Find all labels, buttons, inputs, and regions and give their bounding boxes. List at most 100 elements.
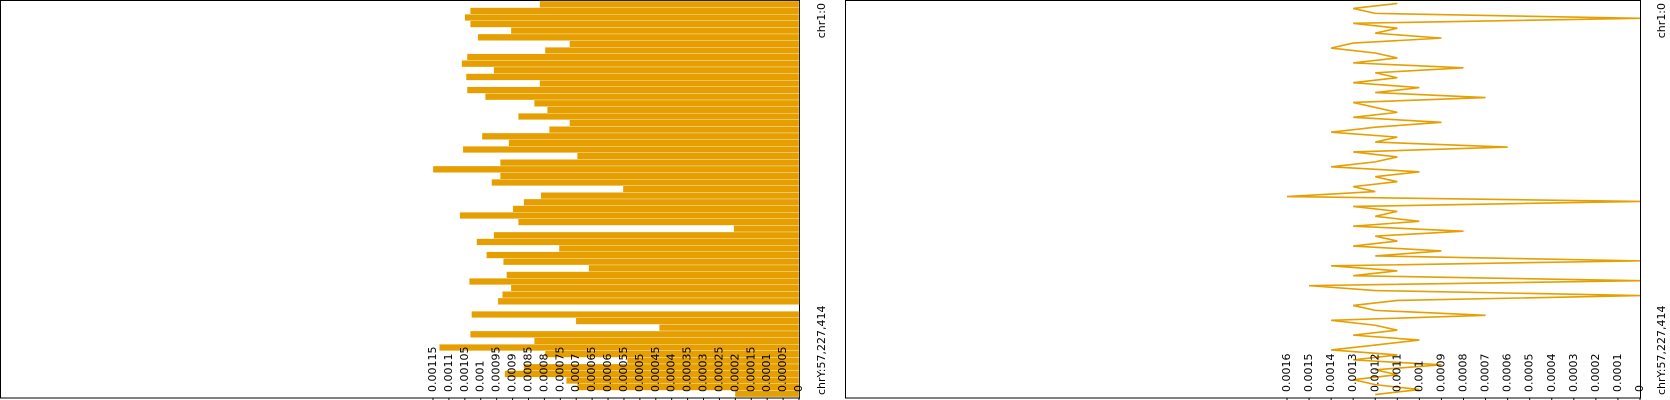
x-tick-label: 0.0004 bbox=[1545, 354, 1558, 393]
bar bbox=[486, 251, 800, 259]
x-tick-label: 0.0002 bbox=[1589, 354, 1602, 393]
x-tick-label: 0.0003 bbox=[697, 354, 710, 393]
category-label: chrY:57,227,414 bbox=[1655, 306, 1668, 396]
bar bbox=[470, 20, 800, 28]
x-tick-label: 0.00015 bbox=[744, 347, 757, 393]
x-tick-label: 0.001 bbox=[1412, 361, 1425, 393]
bar bbox=[461, 60, 800, 68]
x-tick-label: 0.0006 bbox=[1501, 354, 1514, 393]
bar bbox=[502, 291, 800, 299]
bar bbox=[491, 179, 800, 186]
x-tick-label: 0.0008 bbox=[1457, 354, 1470, 393]
bar bbox=[558, 245, 800, 252]
x-tick-label: 0.00055 bbox=[617, 347, 630, 393]
x-tick-label: 0.00065 bbox=[585, 347, 598, 393]
bar bbox=[539, 80, 800, 87]
bar bbox=[659, 324, 800, 332]
bar bbox=[464, 14, 800, 21]
bar bbox=[569, 40, 800, 48]
bar bbox=[577, 152, 800, 160]
bar bbox=[466, 53, 800, 61]
x-tick-label: 0.001 bbox=[474, 361, 487, 393]
x-tick-label: 0.0011 bbox=[442, 354, 455, 393]
bar bbox=[518, 113, 800, 120]
category-label: chr1:0 bbox=[815, 3, 828, 38]
bar bbox=[534, 337, 800, 345]
bar bbox=[547, 106, 800, 114]
x-tick-label: 0.00045 bbox=[649, 347, 662, 393]
x-tick-label: 0 bbox=[792, 385, 805, 392]
bar bbox=[523, 198, 800, 206]
x-tick-label: 0.0014 bbox=[1324, 354, 1337, 393]
x-tick-label: 0.0016 bbox=[1280, 354, 1293, 393]
x-tick-label: 0.0007 bbox=[569, 354, 582, 393]
panel-frame bbox=[0, 0, 800, 399]
bar bbox=[500, 172, 800, 180]
line bbox=[1286, 2, 1641, 396]
bar bbox=[575, 317, 800, 325]
bar bbox=[469, 278, 800, 285]
x-tick-label: 0.0001 bbox=[760, 354, 773, 393]
bar bbox=[470, 330, 800, 338]
bar bbox=[466, 86, 800, 94]
bar bbox=[734, 390, 800, 398]
x-tick-label: 0.0009 bbox=[1434, 354, 1447, 393]
bar bbox=[508, 139, 800, 147]
x-tick-label: 0.00025 bbox=[712, 347, 725, 393]
x-tick-label: 0.0008 bbox=[537, 354, 550, 393]
category-label: chr1:0 bbox=[1655, 3, 1668, 38]
bar bbox=[534, 99, 800, 107]
bar bbox=[588, 264, 800, 272]
bar bbox=[477, 33, 800, 41]
bar bbox=[462, 146, 800, 153]
bar bbox=[493, 231, 800, 239]
bar bbox=[497, 297, 800, 305]
x-tick-label: 0.00105 bbox=[458, 347, 471, 393]
x-tick-label: 0.0013 bbox=[1346, 354, 1359, 393]
x-tick-label: 0.00005 bbox=[776, 347, 789, 393]
bar bbox=[510, 27, 800, 35]
bar bbox=[493, 66, 800, 74]
bar bbox=[622, 185, 800, 193]
x-tick-label: 0.0001 bbox=[1611, 354, 1624, 393]
bar bbox=[549, 126, 800, 134]
x-tick-label: 0.0012 bbox=[1368, 354, 1381, 393]
category-label: chrY:57,227,414 bbox=[815, 306, 828, 396]
bar bbox=[500, 159, 800, 167]
x-tick-label: 0.0005 bbox=[1523, 354, 1536, 393]
x-tick-label: 0.0009 bbox=[506, 354, 519, 393]
bar bbox=[544, 47, 800, 54]
x-tick-label: 0.0007 bbox=[1479, 354, 1492, 393]
x-tick-label: 0.00075 bbox=[553, 347, 566, 393]
bar bbox=[485, 93, 800, 101]
bar bbox=[510, 284, 800, 292]
panel-frame bbox=[845, 0, 1641, 399]
bar bbox=[465, 73, 800, 81]
x-tick-label: 0.0011 bbox=[1390, 354, 1403, 393]
bar bbox=[518, 218, 800, 226]
x-tick-label: 0.00085 bbox=[521, 347, 534, 393]
bar bbox=[569, 119, 800, 127]
bar bbox=[540, 192, 800, 200]
bar bbox=[577, 383, 800, 391]
bar bbox=[476, 238, 800, 246]
bar bbox=[481, 132, 800, 140]
x-tick-label: 0.0006 bbox=[601, 354, 614, 393]
x-tick-label: 0.0002 bbox=[728, 354, 741, 393]
x-tick-label: 0 bbox=[1633, 385, 1646, 392]
x-tick-label: 0.0015 bbox=[1302, 354, 1315, 393]
bar bbox=[459, 212, 800, 219]
x-tick-label: 0.0005 bbox=[633, 354, 646, 393]
x-tick-label: 0.0004 bbox=[665, 354, 678, 393]
bar bbox=[503, 258, 800, 266]
bar bbox=[512, 205, 800, 213]
bar bbox=[432, 165, 800, 173]
x-tick-label: 0.00035 bbox=[681, 347, 694, 393]
bar bbox=[539, 0, 800, 8]
bar bbox=[471, 311, 800, 318]
bar bbox=[470, 7, 800, 15]
x-tick-label: 0.00115 bbox=[426, 347, 439, 393]
bar bbox=[506, 271, 800, 279]
